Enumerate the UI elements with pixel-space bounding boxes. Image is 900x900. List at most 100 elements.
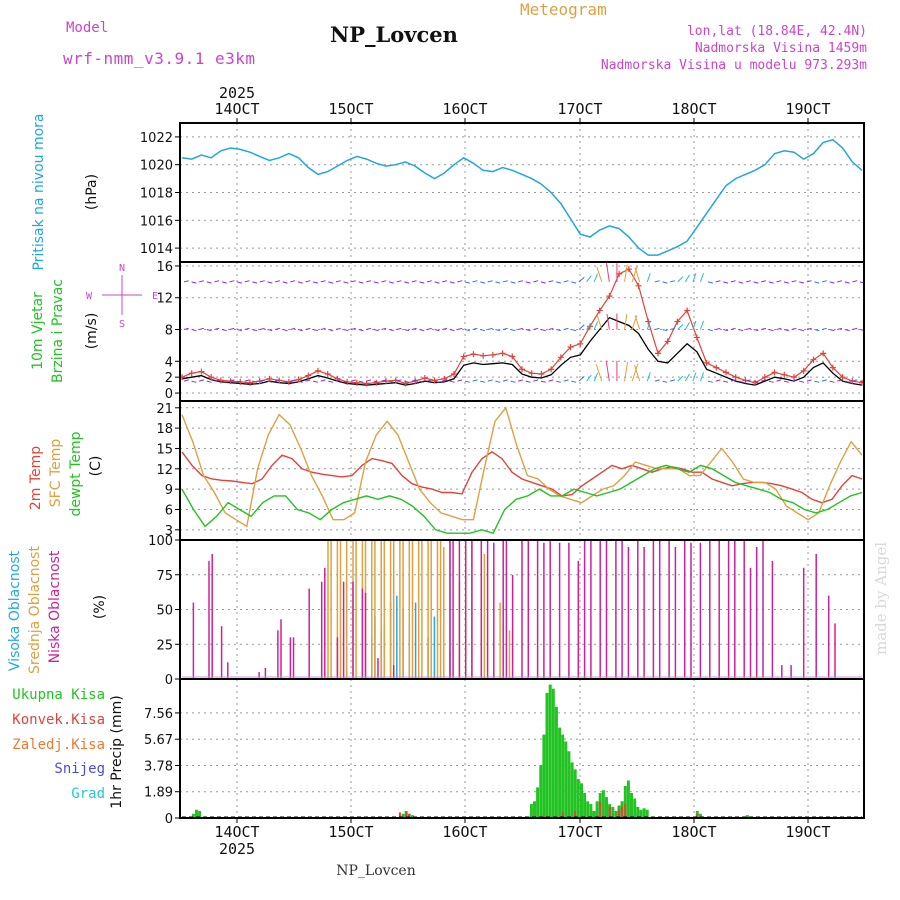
wind-vector — [518, 379, 524, 382]
x-tick-label-bottom: 18OCT — [671, 823, 716, 841]
wind-vector — [442, 379, 448, 382]
wind-vector — [419, 329, 425, 332]
wind-vector — [631, 363, 639, 382]
panel-frame-temperature — [179, 400, 865, 541]
wind-vector — [723, 380, 729, 383]
gust-marker — [431, 377, 438, 384]
wind-vector — [578, 376, 585, 382]
temp-line-1 — [181, 406, 863, 528]
gust-marker — [800, 367, 807, 374]
wind-vector — [634, 315, 641, 330]
watermark: made by Angel — [872, 542, 890, 655]
wind-vector — [480, 329, 486, 332]
gust-marker — [684, 307, 691, 314]
gust-marker — [820, 350, 827, 357]
wind-vector — [297, 380, 303, 383]
wind-vector — [738, 281, 744, 284]
wind-vector — [806, 379, 812, 382]
y-tick-label: 50 — [156, 604, 173, 619]
gust-marker — [528, 370, 535, 377]
wind-vector — [282, 281, 288, 284]
wind-vector — [434, 281, 440, 284]
precip-bar-0 — [698, 813, 702, 818]
wind-vector — [358, 329, 364, 332]
gust-marker — [509, 353, 516, 360]
y-tick-label: 7.56 — [144, 707, 173, 722]
x-tick-label-top: 18OCT — [671, 100, 716, 118]
elevation-label: Nadmorska Visina 1459m — [694, 41, 867, 56]
wind-vector — [715, 327, 721, 330]
precip-bar-0 — [573, 769, 577, 818]
precip-bar-0 — [580, 783, 583, 819]
wind-vector — [669, 280, 676, 283]
precip-bar-1 — [618, 809, 620, 818]
precip-bar-0 — [567, 751, 571, 818]
temp-unit: (C) — [88, 456, 104, 477]
wind-vector — [634, 365, 641, 382]
precip-bar-1 — [405, 812, 408, 818]
y-tick-label: 0 — [165, 387, 173, 402]
wind-vector — [335, 280, 341, 283]
cloud-high-label: Visoka Oblacnost — [7, 550, 23, 671]
x-tick-label-bottom: 15OCT — [328, 823, 373, 841]
precip-bar-0 — [539, 765, 543, 818]
gust-marker — [791, 374, 797, 381]
wind-vector — [487, 327, 493, 330]
wind-vector — [646, 272, 651, 283]
wind-vector — [684, 322, 690, 330]
gust-marker — [703, 359, 710, 366]
wind-vector — [495, 380, 501, 383]
precip-bar-0 — [542, 734, 546, 818]
wind-vector — [533, 280, 539, 283]
wind-vector — [624, 362, 628, 382]
wind-vector — [267, 380, 273, 383]
wind-vector — [646, 372, 651, 382]
wind-vector — [229, 280, 235, 283]
wind-vector — [799, 281, 805, 284]
wind-vector — [221, 329, 227, 332]
precip-bar-0 — [645, 809, 649, 818]
wind-vector — [677, 375, 684, 382]
gust-marker — [266, 375, 273, 382]
precip-bar-1 — [574, 811, 577, 818]
wind-vector — [814, 380, 820, 383]
y-tick-label: 8 — [165, 324, 173, 339]
wind-vector — [738, 380, 744, 383]
y-tick-label: 0 — [165, 812, 173, 827]
gust-marker — [460, 353, 467, 360]
x-tick-label-top: 16OCT — [442, 100, 487, 118]
wind-vector — [267, 329, 273, 332]
wind-vector — [563, 327, 569, 330]
footer-station: NP_Lovcen — [336, 863, 415, 879]
precip-bar-0 — [561, 734, 565, 818]
wind-vector — [396, 327, 402, 330]
precip-bar-1 — [408, 813, 411, 818]
wind-vector — [237, 380, 243, 383]
y-tick-label: 16 — [156, 260, 173, 275]
wind-vector — [426, 327, 432, 330]
panel-frame-precip — [179, 678, 865, 819]
wind-vector — [487, 280, 493, 283]
wind-vector — [434, 329, 440, 332]
wind-vector — [715, 379, 721, 382]
wind-vector — [305, 280, 311, 283]
wind-vector — [700, 372, 704, 382]
precip-bar-0 — [601, 790, 605, 818]
precip-bar-0 — [630, 793, 633, 818]
gust-marker — [470, 351, 477, 358]
wind-vector — [723, 329, 729, 332]
wind-vector — [214, 327, 220, 330]
x-tick-label-bottom: 19OCT — [785, 823, 830, 841]
compass-n: N — [119, 263, 125, 274]
wind-vector — [791, 280, 797, 283]
wind-vector — [350, 379, 356, 382]
meteogram-title: Meteogram — [520, 0, 607, 19]
x-tick-label-top: 15OCT — [328, 100, 373, 118]
wind-vector — [571, 380, 577, 383]
precip-bar-0 — [545, 692, 549, 818]
wind-speed-line — [181, 316, 863, 386]
precip-bar-0 — [548, 684, 552, 818]
cloud-low-label: Niska Oblacnost — [47, 550, 63, 663]
wind-vector — [814, 329, 820, 332]
wind-vector — [548, 280, 554, 283]
